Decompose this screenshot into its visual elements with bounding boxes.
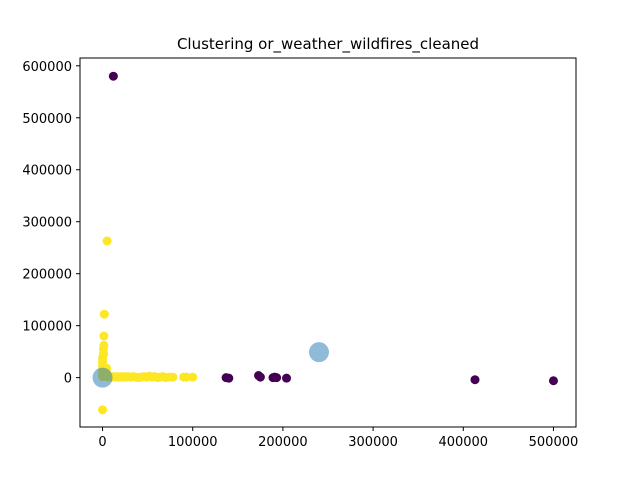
x-tick-label: 200000	[258, 435, 308, 450]
y-tick-label: 400000	[22, 164, 72, 179]
y-tick-label: 300000	[22, 216, 72, 231]
data-point	[168, 372, 178, 382]
centroid-point	[92, 367, 113, 388]
data-point	[282, 373, 292, 383]
x-tick-label: 400000	[438, 435, 488, 450]
y-tick-label: 600000	[22, 60, 72, 75]
data-point	[181, 372, 191, 382]
data-point	[98, 405, 108, 415]
y-tick-label: 100000	[22, 320, 72, 335]
axis-ticks: 0 100000 200000 300000 400000 500000 0 100000 20…	[22, 60, 578, 450]
y-tick-label: 0	[64, 372, 72, 387]
plot-frame	[79, 57, 577, 428]
centroid-point	[308, 342, 329, 363]
data-point	[99, 309, 109, 319]
y-tick-label: 200000	[22, 268, 72, 283]
data-point	[99, 331, 109, 341]
data-point	[470, 375, 480, 385]
data-point	[102, 236, 112, 246]
cluster-centroids	[92, 342, 329, 388]
data-point	[255, 372, 265, 382]
data-point	[188, 372, 198, 382]
x-tick-label: 100000	[168, 435, 218, 450]
x-tick-label: 300000	[348, 435, 398, 450]
data-point	[272, 373, 282, 383]
data-point	[108, 71, 118, 81]
y-tick-label: 500000	[22, 112, 72, 127]
data-point	[548, 376, 558, 386]
x-tick-label: 0	[98, 435, 106, 450]
data-point	[99, 340, 109, 350]
chart-title: Clustering or_weather_wildfires_cleaned	[177, 35, 479, 54]
data-point	[224, 373, 234, 383]
x-tick-label: 500000	[529, 435, 579, 450]
